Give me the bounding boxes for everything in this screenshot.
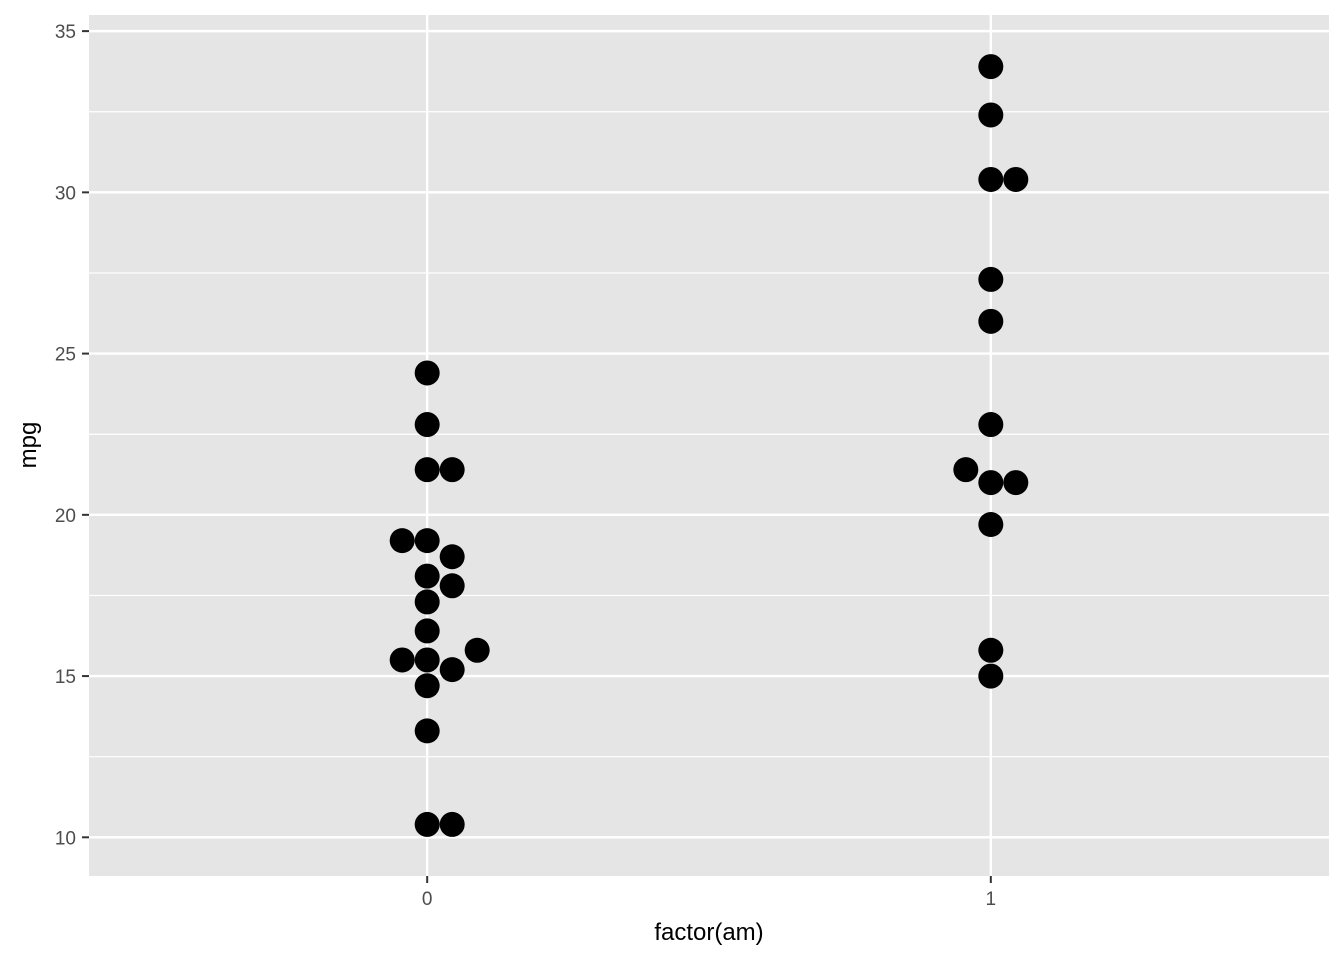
data-point <box>389 647 415 673</box>
data-point <box>414 457 440 483</box>
y-tick-label: 35 <box>55 22 76 43</box>
data-point <box>414 360 440 386</box>
data-point <box>439 657 465 683</box>
y-tick-label: 10 <box>55 828 76 849</box>
x-tick-label: 1 <box>986 889 997 910</box>
data-point <box>414 563 440 589</box>
data-point <box>389 528 415 554</box>
data-point <box>414 811 440 837</box>
data-point <box>414 528 440 554</box>
x-axis-title: factor(am) <box>654 919 763 946</box>
data-point <box>439 811 465 837</box>
data-point <box>978 512 1004 538</box>
data-point <box>1003 470 1029 496</box>
y-tick-label: 30 <box>55 183 76 204</box>
data-point <box>978 470 1004 496</box>
data-point <box>978 663 1004 689</box>
data-point <box>978 166 1004 192</box>
data-point <box>439 457 465 483</box>
data-point <box>414 589 440 615</box>
data-point <box>1003 166 1029 192</box>
data-point <box>414 718 440 744</box>
data-point <box>464 637 490 663</box>
axis-tick-marks <box>82 30 992 883</box>
data-point <box>978 308 1004 334</box>
data-point <box>978 412 1004 438</box>
data-point <box>414 673 440 699</box>
data-point <box>978 637 1004 663</box>
y-axis-tick-labels: 10 15 20 25 30 35 <box>55 22 76 849</box>
data-point <box>414 412 440 438</box>
data-point <box>439 544 465 570</box>
y-tick-label: 15 <box>55 667 76 688</box>
data-points <box>389 54 1029 837</box>
y-axis-title: mpg <box>15 422 42 469</box>
data-point <box>414 647 440 673</box>
data-point <box>439 573 465 599</box>
plot-panel <box>89 15 1329 876</box>
y-tick-label: 25 <box>55 345 76 366</box>
data-point <box>978 54 1004 80</box>
data-point <box>414 618 440 644</box>
x-tick-label: 0 <box>422 889 433 910</box>
data-point <box>953 457 979 483</box>
y-tick-label: 20 <box>55 506 76 527</box>
grid-lines <box>89 15 1329 876</box>
data-point <box>978 102 1004 128</box>
data-point <box>978 266 1004 292</box>
